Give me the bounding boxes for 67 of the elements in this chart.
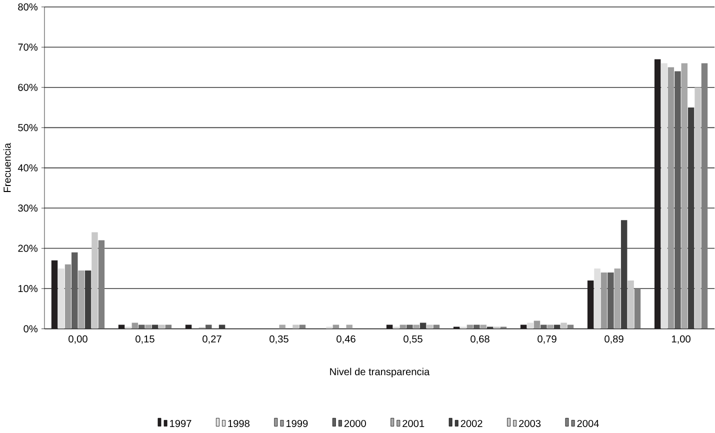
legend-label: 2003 <box>519 420 541 428</box>
y-tick-label: 30% <box>18 204 38 212</box>
legend-label: 1998 <box>228 420 250 428</box>
y-axis-title: Frecuencia <box>3 143 11 192</box>
bar <box>51 260 58 330</box>
legend-label: 1997 <box>170 420 192 428</box>
x-tick-label: 0,79 <box>538 336 556 344</box>
bar <box>600 272 608 330</box>
bar <box>661 63 668 330</box>
x-tick-label: 0,55 <box>404 336 422 344</box>
x-tick-label: 1,00 <box>672 336 690 344</box>
bar <box>413 325 420 330</box>
bar <box>279 325 286 330</box>
y-tick-label: 10% <box>18 285 38 292</box>
bar <box>426 325 433 330</box>
bar <box>694 88 701 330</box>
bar <box>406 325 413 330</box>
bar <box>98 240 105 330</box>
x-tick-label: 0,00 <box>68 336 88 344</box>
y-tick-label: 70% <box>18 44 38 51</box>
y-tick-label: 0% <box>24 325 38 333</box>
bar <box>84 270 92 330</box>
bar <box>594 268 600 330</box>
y-tick-label: 40% <box>18 164 38 172</box>
bar <box>540 325 547 330</box>
bar <box>206 325 212 330</box>
bar <box>145 325 152 330</box>
legend-label: 2001 <box>402 420 424 428</box>
bar <box>64 264 72 330</box>
bar <box>608 272 614 330</box>
x-axis-title: Nivel de transparencia <box>330 368 430 378</box>
y-tick-label: 80% <box>18 4 38 11</box>
bar <box>158 325 165 330</box>
bar <box>346 325 352 330</box>
bar <box>634 288 641 330</box>
bar <box>72 252 78 330</box>
bar <box>92 232 98 330</box>
bar <box>58 268 64 330</box>
bar <box>614 268 620 330</box>
bar <box>628 280 634 330</box>
bar <box>474 325 480 330</box>
legend-label: 2004 <box>577 420 599 428</box>
x-tick-label: 0,89 <box>604 336 624 344</box>
bar <box>78 270 84 330</box>
bar <box>668 68 674 330</box>
x-tick-label: 0,68 <box>470 336 490 344</box>
x-tick-label: 0,15 <box>136 336 154 344</box>
legend-label: 2002 <box>460 420 482 428</box>
bar <box>620 220 628 330</box>
y-tick-label: 60% <box>18 84 38 92</box>
bar <box>292 325 299 330</box>
bar <box>534 320 540 330</box>
bar <box>701 63 708 330</box>
bar <box>688 108 694 330</box>
bar <box>681 63 688 330</box>
bar <box>654 59 661 330</box>
bar <box>527 323 534 330</box>
y-tick-label: 20% <box>18 245 38 252</box>
bar <box>560 323 567 330</box>
bar <box>674 72 681 330</box>
x-tick-label: 0,35 <box>270 336 288 344</box>
x-tick-label: 0,46 <box>336 336 356 344</box>
x-tick-label: 0,27 <box>202 336 222 344</box>
legend-label: 1999 <box>286 420 308 428</box>
legend-label: 2000 <box>344 420 366 428</box>
y-tick-label: 50% <box>18 124 38 132</box>
bar <box>587 280 594 330</box>
